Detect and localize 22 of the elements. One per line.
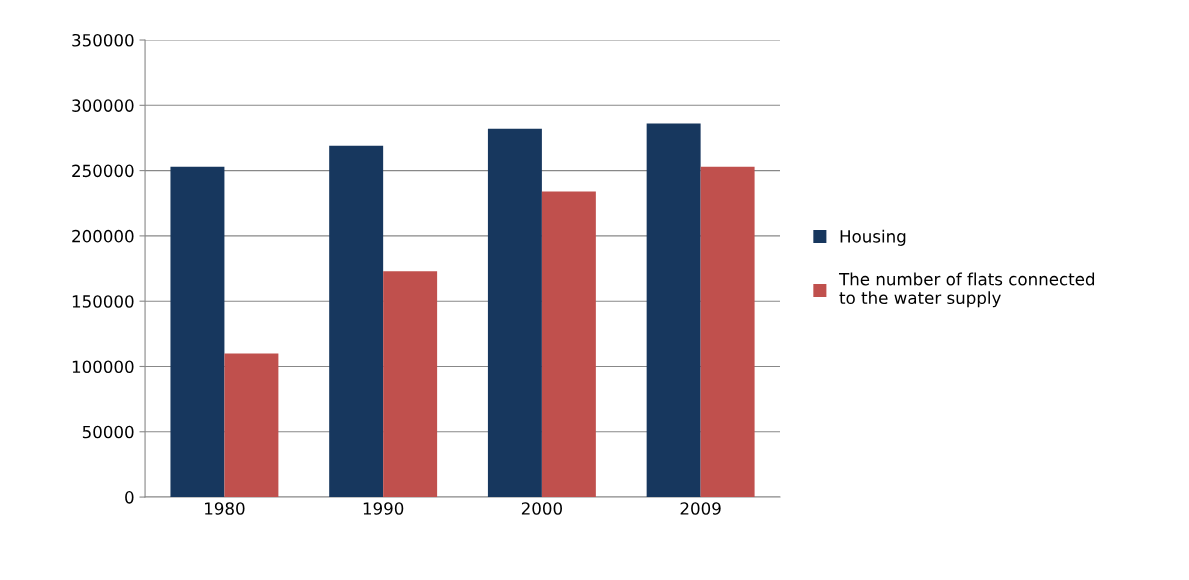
legend-label: Housing [840, 229, 906, 246]
bar [700, 166, 755, 498]
y-tick-label: 100000 [72, 360, 134, 374]
y-tick-label: 150000 [72, 295, 134, 308]
x-tick-label: 2000 [521, 502, 562, 515]
bar [329, 145, 384, 498]
y-tick-label: 250000 [72, 164, 134, 178]
bar [383, 271, 438, 498]
bar [170, 166, 225, 498]
y-tick-label: 300000 [72, 99, 134, 112]
y-tick-label: 0 [125, 491, 134, 504]
x-tick-label: 1980 [205, 502, 245, 515]
x-tick-label: 1990 [363, 502, 404, 515]
bar [487, 128, 542, 498]
x-tick-label: 2009 [680, 502, 721, 515]
bar [646, 123, 701, 498]
bar [224, 353, 279, 498]
y-tick-label: 200000 [72, 229, 134, 243]
y-tick-label: 50000 [82, 425, 134, 439]
bar [541, 191, 596, 498]
y-tick-label: 350000 [72, 33, 134, 47]
legend-label: The number of flats connected to the water supply [838, 272, 1095, 308]
